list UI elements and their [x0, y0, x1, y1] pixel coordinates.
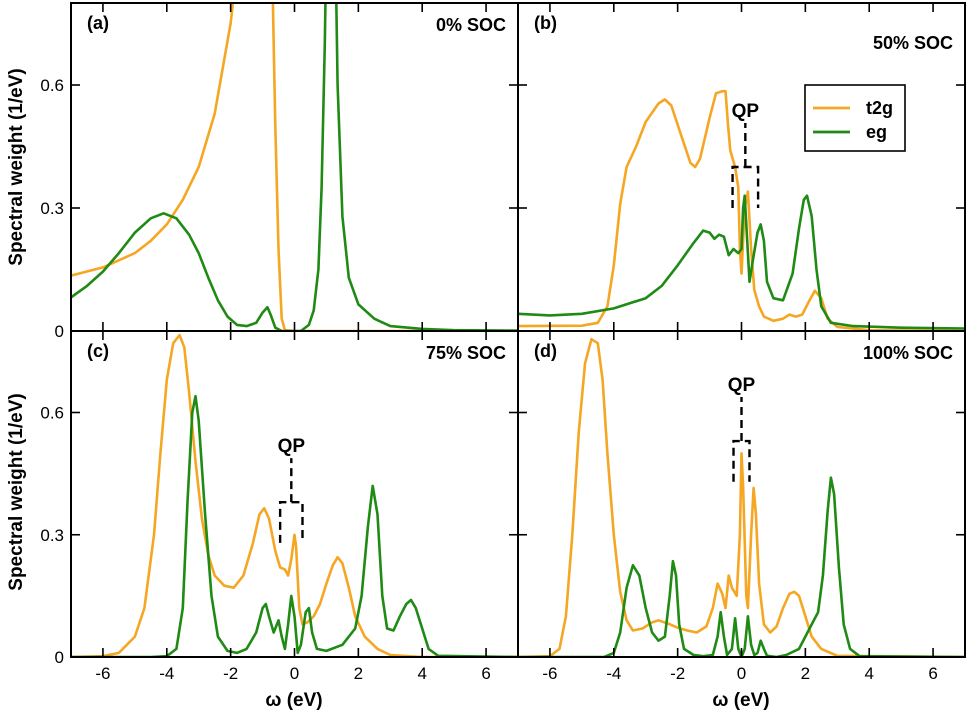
legend-box — [804, 84, 906, 152]
y-tick-label: 0 — [55, 322, 64, 341]
qp-label: QP — [278, 436, 306, 457]
panels-layer: 0 0.3 0.6 (a) 0% SOC (b) 50% SOC QP t2g eg -6 -4 -2 0… — [40, 2, 966, 683]
panel-a: 0 0.3 0.6 (a) 0% SOC — [40, 2, 519, 341]
series-line-eg — [518, 194, 965, 330]
x-tick-label: -4 — [606, 664, 621, 683]
x-tick-label: -2 — [223, 664, 238, 683]
panel-label: (c) — [87, 341, 109, 361]
x-tick-label: 6 — [928, 664, 937, 683]
x-tick-label: -6 — [542, 664, 557, 683]
x-axis-title-left: ω (eV) — [265, 690, 322, 711]
legend-entry-eg: eg — [866, 122, 887, 142]
x-tick-label: 0 — [290, 664, 299, 683]
x-tick-label: 6 — [481, 664, 490, 683]
panel-label: (a) — [87, 13, 109, 33]
series-line-eg — [518, 476, 965, 657]
series-line-t2g — [71, 333, 518, 657]
y-tick-label: 0.6 — [40, 76, 64, 95]
legend-entry-t2g: t2g — [866, 98, 893, 118]
soc-label: 100% SOC — [863, 343, 953, 363]
panel-d: -6 -4 -2 0 2 4 6 (d) 100% SOC QP — [517, 330, 966, 683]
qp-label: QP — [732, 101, 760, 122]
series-line-t2g — [518, 337, 965, 657]
panel-b: (b) 50% SOC QP t2g eg — [517, 2, 966, 332]
panel-frame — [70, 2, 519, 332]
x-axis-title-right: ω (eV) — [712, 690, 769, 711]
x-tick-label: 4 — [864, 664, 873, 683]
y-tick-label: 0 — [55, 648, 64, 667]
x-tick-label: 2 — [801, 664, 810, 683]
qp-bracket — [732, 439, 751, 482]
soc-label: 75% SOC — [426, 343, 506, 363]
y-tick-label: 0.3 — [40, 199, 64, 218]
x-tick-label: 2 — [354, 664, 363, 683]
soc-label: 0% SOC — [436, 15, 506, 35]
x-tick-label: -6 — [95, 664, 110, 683]
y-tick-label: 0.6 — [40, 404, 64, 423]
x-tick-label: 0 — [737, 664, 746, 683]
series-line-eg — [71, 394, 518, 657]
series-line-t2g — [71, 3, 518, 331]
series-line-eg — [71, 3, 518, 331]
qp-bracket — [278, 500, 304, 543]
panel-c: -6 -4 -2 0 2 4 6 0 0.3 0.6 (c) 75% SOC QP — [40, 330, 519, 683]
panel-label: (b) — [534, 13, 557, 33]
x-tick-label: -4 — [159, 664, 174, 683]
y-tick-label: 0.3 — [40, 526, 64, 545]
panel-label: (d) — [534, 341, 557, 361]
y-axis-title-bottom: Spectral weight (1/eV) — [6, 393, 27, 590]
series-line-t2g — [518, 89, 965, 331]
x-tick-label: -2 — [670, 664, 685, 683]
x-tick-label: 4 — [417, 664, 426, 683]
y-axis-title-top: Spectral weight (1/eV) — [6, 68, 27, 265]
legend: t2g eg — [804, 84, 906, 152]
qp-label: QP — [728, 375, 756, 396]
soc-label: 50% SOC — [873, 33, 953, 53]
